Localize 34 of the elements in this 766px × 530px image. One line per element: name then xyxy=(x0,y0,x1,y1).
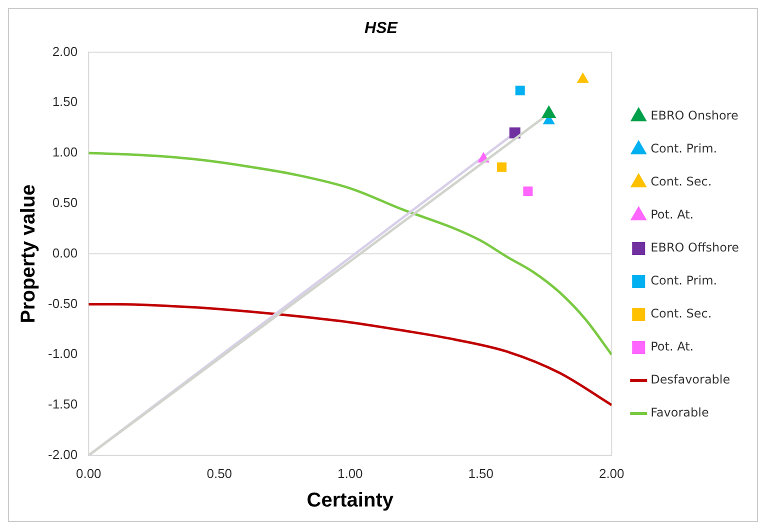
legend-label: Cont. Prim. xyxy=(650,274,718,288)
y-tick-label: 2.00 xyxy=(52,44,78,59)
x-tick-label: 1.50 xyxy=(468,466,494,481)
point xyxy=(523,186,533,196)
x-tick-label: 2.00 xyxy=(598,466,624,481)
x-tick-label: 0.50 xyxy=(206,466,232,481)
legend-label: EBRO Onshore xyxy=(650,108,738,123)
y-tick-label: -2.00 xyxy=(48,446,78,462)
point xyxy=(509,127,520,138)
point xyxy=(497,162,507,172)
line-series xyxy=(88,302,612,406)
legend-label: Cont. Sec. xyxy=(650,174,712,189)
y-axis-title: Property value xyxy=(18,184,40,324)
y-tick-label: 1.00 xyxy=(52,144,78,160)
y-tick-label: -1.50 xyxy=(48,396,78,412)
point xyxy=(515,86,525,96)
y-tick-label: 0.50 xyxy=(52,194,78,210)
y-tick-label: -1.00 xyxy=(48,346,78,362)
legend-label: Pot. At. xyxy=(650,340,694,354)
legend-label: Favorable xyxy=(650,406,709,420)
point xyxy=(577,72,589,83)
x-tick-label: 0.00 xyxy=(76,466,102,481)
x-axis-title: Certainty xyxy=(306,490,394,512)
legend-label: Cont. Sec. xyxy=(650,306,712,321)
line-series xyxy=(88,152,612,356)
chart-title: HSE xyxy=(364,20,399,38)
x-tick-label: 1.00 xyxy=(337,466,363,481)
legend-label: Cont. Prim. xyxy=(650,142,718,156)
legend-label: Pot. At. xyxy=(650,208,694,222)
legend-label: Desfavorable xyxy=(650,372,730,387)
y-tick-label: -0.50 xyxy=(48,296,78,311)
legend-label: EBRO Offshore xyxy=(650,240,740,255)
y-tick-label: 1.50 xyxy=(52,94,78,110)
y-tick-label: 0.00 xyxy=(52,245,78,260)
